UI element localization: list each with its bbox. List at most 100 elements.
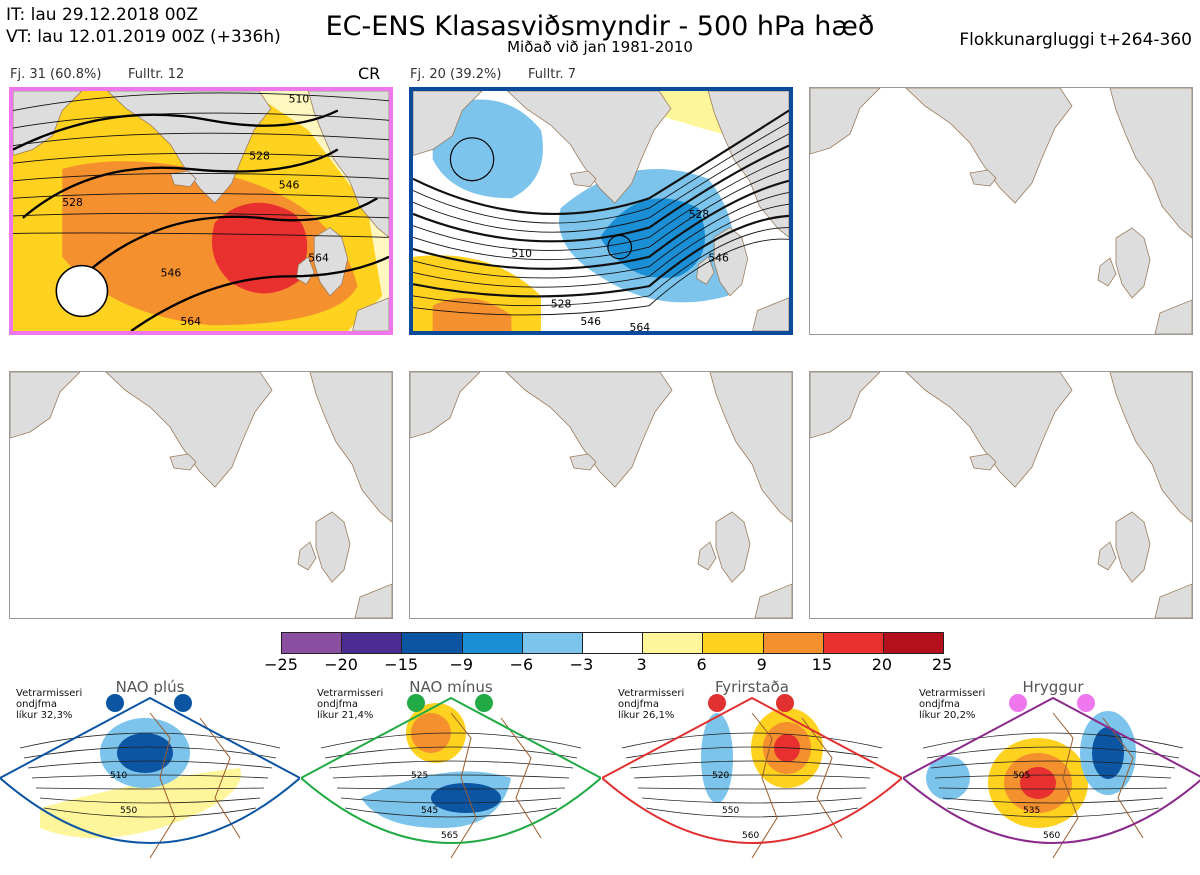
land-0 [105,372,273,488]
initial-time: IT: lau 29.12.2018 00Z [6,5,198,25]
land-2 [1115,511,1151,583]
regime-contour-2 [930,760,1176,769]
land-1 [309,372,392,523]
land-4 [569,170,597,188]
regime-contour-label: 510 [110,771,127,781]
regime-contour-4 [35,787,265,790]
regime-contour-3 [332,774,570,779]
neg-core [431,783,501,813]
land-3 [1097,257,1117,287]
height-contour-0 [13,109,339,151]
land-5 [1154,299,1192,334]
regime-title: Fyrirstaða [715,678,789,696]
contour-10 [413,227,789,307]
contour-label: 528 [551,298,572,311]
regime-contour-5 [340,797,562,804]
land-4 [169,453,197,471]
regime-dot-left [106,694,124,712]
contour-3 [413,144,789,243]
colorbar-swatch [402,633,463,653]
land-3 [1097,541,1117,571]
regime-contour-4 [637,787,867,790]
thin-contour-6 [13,212,389,219]
page-title: EC-ENS Klasasviðsmyndir - 500 hPa hæð [325,11,875,42]
neg-core [1092,727,1124,779]
colorbar-tick: −3 [569,655,594,674]
land-1 [307,91,389,238]
regime-note: Vetrarmisseri ondjfma líkur 26,1% [618,688,685,721]
land-6 [413,91,483,156]
regime-map-0: 510 550 [0,678,302,871]
thin-contour-0 [13,92,389,111]
regime-frame [600,696,904,844]
regime-contour-0 [320,732,582,749]
thin-contour-2 [13,132,389,147]
colorbar-tick: −9 [449,655,474,674]
panel1-svg: 510 528 528 546 546 564 564 [13,91,389,331]
contour-label: 564 [180,315,201,328]
regime-frame [0,696,302,844]
land-5 [1154,583,1192,618]
colorbar-tick: 15 [811,655,832,674]
regime-contour-5 [39,797,261,804]
regime-contour-6 [645,807,859,818]
contour-label: 528 [689,208,710,221]
land-5 [752,297,789,331]
colorbar-tick: −25 [264,655,298,674]
contour-5 [413,168,789,261]
empty-map-svg [10,372,392,618]
regime-contour-3 [633,774,871,779]
regime-dot-right [1077,694,1095,712]
contour-4 [413,156,789,251]
regime-contour-0 [621,732,883,749]
land-2 [715,511,751,583]
panel1-count-label: Fj. 31 (60.8%) [10,67,102,82]
low-center [55,264,109,318]
coastline [1052,712,1144,859]
land-2 [315,511,351,583]
colorbar-tick: 6 [696,655,707,674]
cluster-map-2: 510 528 546 528 546 564 [409,87,793,335]
contour-2 [413,133,789,233]
regime-contour-label: 550 [120,806,137,816]
land-0 [505,372,673,488]
contour-9 [413,214,789,298]
regime-contour-4 [336,787,566,790]
thin-contour-1 [13,112,389,129]
panel1-rep-label: Fulltr. 12 [128,67,185,82]
contour-8 [413,203,789,288]
regime-contour-3 [31,774,269,779]
valid-time: VT: lau 12.01.2019 00Z (+336h) [6,27,281,47]
cluster-map-1: 510 528 528 546 546 564 564 [9,87,393,335]
low-center-west [449,137,495,182]
regime-contour-3 [934,774,1172,779]
land-0 [506,91,672,204]
cluster-map-4 [9,371,393,619]
thin-contour-7 [13,232,389,238]
land-3 [297,541,317,571]
contour-11 [413,238,789,316]
regime-contour-label: 545 [421,806,438,816]
regime-contour-label: 560 [742,831,759,841]
regime-frame [299,696,603,844]
colorbar-tick: 25 [931,655,953,674]
colorbar-tick: −6 [509,655,534,674]
regime-note: Vetrarmisseri ondjfma líkur 21,4% [317,688,384,721]
colorbar-tick: −20 [324,655,358,674]
land-4 [169,170,197,188]
colorbar-swatch [282,633,343,653]
regime-contour-label: 560 [1043,831,1060,841]
land-6 [410,372,481,439]
regime-frame [901,696,1200,844]
land-3 [697,541,717,571]
land-2 [313,227,349,297]
land-1 [1109,88,1192,239]
regime-title: NAO mínus [409,678,493,696]
colorbar-swatch [462,633,523,653]
thin-contour-5 [13,193,389,199]
regime-svg: 505 535 560 [901,694,1200,859]
height-contour-3 [130,255,389,331]
regime-contour-label: 565 [441,831,458,841]
coastline [149,712,241,859]
colorbar-swatch [763,633,824,653]
